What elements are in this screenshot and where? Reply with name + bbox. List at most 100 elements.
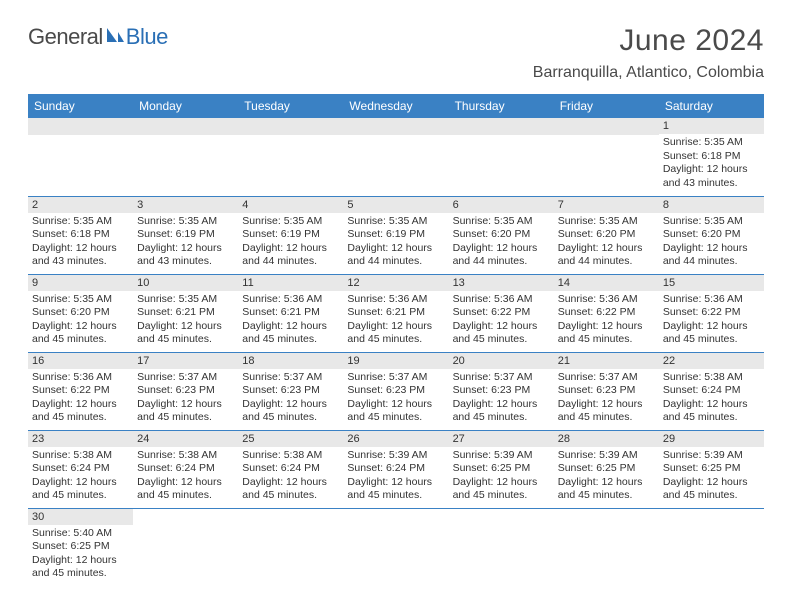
day-details: Sunrise: 5:37 AMSunset: 6:23 PMDaylight:… [343,369,448,428]
day-header: Tuesday [238,94,343,118]
daylight-text-2: and 45 minutes. [347,411,444,425]
day-cell: 28Sunrise: 5:39 AMSunset: 6:25 PMDayligh… [554,430,659,508]
day-cell: 2Sunrise: 5:35 AMSunset: 6:18 PMDaylight… [28,196,133,274]
daylight-text-2: and 43 minutes. [137,255,234,269]
sunset-text: Sunset: 6:23 PM [137,384,234,398]
day-cell: 15Sunrise: 5:36 AMSunset: 6:22 PMDayligh… [659,274,764,352]
sunrise-text: Sunrise: 5:39 AM [453,449,550,463]
day-details: Sunrise: 5:37 AMSunset: 6:23 PMDaylight:… [449,369,554,428]
week-row: 2Sunrise: 5:35 AMSunset: 6:18 PMDaylight… [28,196,764,274]
sunrise-text: Sunrise: 5:35 AM [663,136,760,150]
daylight-text-2: and 45 minutes. [242,333,339,347]
daylight-text-2: and 45 minutes. [558,489,655,503]
day-cell: 26Sunrise: 5:39 AMSunset: 6:24 PMDayligh… [343,430,448,508]
sunrise-text: Sunrise: 5:35 AM [558,215,655,229]
day-number: 25 [238,431,343,447]
sunset-text: Sunset: 6:19 PM [347,228,444,242]
sunset-text: Sunset: 6:19 PM [137,228,234,242]
daylight-text-2: and 45 minutes. [242,489,339,503]
day-cell: 13Sunrise: 5:36 AMSunset: 6:22 PMDayligh… [449,274,554,352]
day-details: Sunrise: 5:40 AMSunset: 6:25 PMDaylight:… [28,525,133,584]
daylight-text-2: and 45 minutes. [453,411,550,425]
daylight-text-2: and 45 minutes. [32,411,129,425]
sunset-text: Sunset: 6:22 PM [558,306,655,320]
daylight-text-1: Daylight: 12 hours [663,163,760,177]
sunset-text: Sunset: 6:25 PM [32,540,129,554]
header-row: GeneralBlue June 2024 Barranquilla, Atla… [28,24,764,82]
day-cell [133,118,238,196]
day-cell [554,508,659,586]
day-number: 14 [554,275,659,291]
day-number: 15 [659,275,764,291]
sunset-text: Sunset: 6:24 PM [32,462,129,476]
day-number: 3 [133,197,238,213]
sunset-text: Sunset: 6:23 PM [453,384,550,398]
sunrise-text: Sunrise: 5:35 AM [32,293,129,307]
sunrise-text: Sunrise: 5:38 AM [32,449,129,463]
day-details: Sunrise: 5:35 AMSunset: 6:20 PMDaylight:… [554,213,659,272]
sunrise-text: Sunrise: 5:37 AM [453,371,550,385]
logo-sail-icon [105,24,125,50]
daylight-text-2: and 45 minutes. [137,333,234,347]
day-cell: 27Sunrise: 5:39 AMSunset: 6:25 PMDayligh… [449,430,554,508]
empty-day-bar [238,118,343,135]
daylight-text-1: Daylight: 12 hours [32,320,129,334]
day-number: 19 [343,353,448,369]
sunrise-text: Sunrise: 5:36 AM [558,293,655,307]
sunrise-text: Sunrise: 5:37 AM [558,371,655,385]
daylight-text-1: Daylight: 12 hours [558,476,655,490]
daylight-text-2: and 45 minutes. [453,333,550,347]
day-number: 1 [659,118,764,134]
day-number: 26 [343,431,448,447]
day-details: Sunrise: 5:35 AMSunset: 6:19 PMDaylight:… [238,213,343,272]
daylight-text-1: Daylight: 12 hours [242,242,339,256]
sunset-text: Sunset: 6:21 PM [137,306,234,320]
day-details: Sunrise: 5:37 AMSunset: 6:23 PMDaylight:… [133,369,238,428]
day-details: Sunrise: 5:39 AMSunset: 6:25 PMDaylight:… [659,447,764,506]
day-cell: 10Sunrise: 5:35 AMSunset: 6:21 PMDayligh… [133,274,238,352]
day-number: 6 [449,197,554,213]
day-cell: 3Sunrise: 5:35 AMSunset: 6:19 PMDaylight… [133,196,238,274]
sunset-text: Sunset: 6:21 PM [347,306,444,320]
empty-day-bar [343,118,448,135]
day-details: Sunrise: 5:37 AMSunset: 6:23 PMDaylight:… [238,369,343,428]
logo: GeneralBlue [28,24,168,50]
sunrise-text: Sunrise: 5:35 AM [32,215,129,229]
location-text: Barranquilla, Atlantico, Colombia [533,64,764,82]
sunrise-text: Sunrise: 5:35 AM [453,215,550,229]
daylight-text-1: Daylight: 12 hours [453,476,550,490]
sunrise-text: Sunrise: 5:37 AM [242,371,339,385]
day-cell [554,118,659,196]
day-details: Sunrise: 5:35 AMSunset: 6:20 PMDaylight:… [659,213,764,272]
sunrise-text: Sunrise: 5:35 AM [663,215,760,229]
sunrise-text: Sunrise: 5:36 AM [242,293,339,307]
daylight-text-1: Daylight: 12 hours [137,242,234,256]
sunrise-text: Sunrise: 5:40 AM [32,527,129,541]
day-cell: 18Sunrise: 5:37 AMSunset: 6:23 PMDayligh… [238,352,343,430]
day-details: Sunrise: 5:35 AMSunset: 6:20 PMDaylight:… [449,213,554,272]
day-details: Sunrise: 5:35 AMSunset: 6:19 PMDaylight:… [133,213,238,272]
daylight-text-1: Daylight: 12 hours [453,242,550,256]
day-details: Sunrise: 5:38 AMSunset: 6:24 PMDaylight:… [659,369,764,428]
day-details: Sunrise: 5:35 AMSunset: 6:18 PMDaylight:… [659,134,764,193]
sunset-text: Sunset: 6:22 PM [663,306,760,320]
day-number: 16 [28,353,133,369]
day-cell [28,118,133,196]
daylight-text-2: and 45 minutes. [453,489,550,503]
day-details: Sunrise: 5:39 AMSunset: 6:25 PMDaylight:… [449,447,554,506]
sunrise-text: Sunrise: 5:38 AM [137,449,234,463]
day-cell: 1Sunrise: 5:35 AMSunset: 6:18 PMDaylight… [659,118,764,196]
day-number: 11 [238,275,343,291]
sunrise-text: Sunrise: 5:38 AM [663,371,760,385]
day-header: Friday [554,94,659,118]
day-number: 9 [28,275,133,291]
day-cell [133,508,238,586]
day-cell: 6Sunrise: 5:35 AMSunset: 6:20 PMDaylight… [449,196,554,274]
day-number: 17 [133,353,238,369]
daylight-text-2: and 44 minutes. [347,255,444,269]
day-details: Sunrise: 5:35 AMSunset: 6:20 PMDaylight:… [28,291,133,350]
daylight-text-1: Daylight: 12 hours [453,320,550,334]
day-details: Sunrise: 5:36 AMSunset: 6:22 PMDaylight:… [554,291,659,350]
sunset-text: Sunset: 6:22 PM [453,306,550,320]
day-number: 24 [133,431,238,447]
